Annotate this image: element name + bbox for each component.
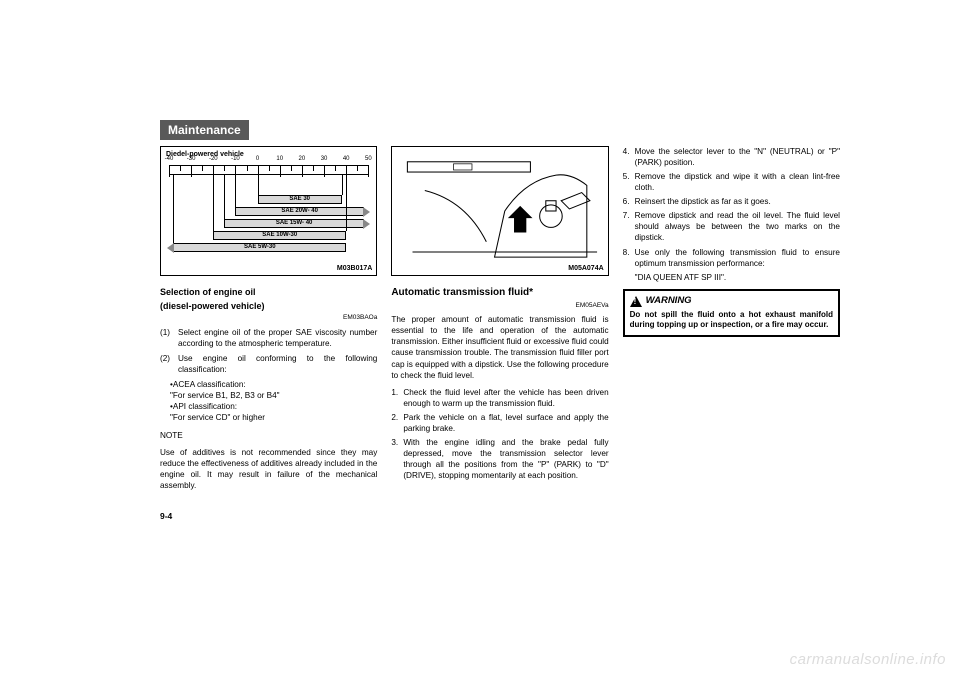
reference-code: EM03BAOa [160,314,377,323]
column-3: 4.Move the selector lever to the "N" (NE… [623,146,840,497]
figure-label: M03B017A [337,264,372,273]
note-heading: NOTE [160,430,377,441]
list-text: Use only the following transmission flui… [635,247,840,269]
section-subtitle: (diesel-powered vehicle) [160,300,377,312]
list-item: 8.Use only the following transmission fl… [623,247,840,269]
warning-header: WARNING [630,295,833,308]
column-2: M05A074A Automatic transmission fluid* E… [391,146,608,497]
paragraph: The proper amount of automatic transmiss… [391,314,608,380]
section-header: Maintenance [160,120,249,140]
page: Maintenance Diedel-powered vehicle -40-3… [0,0,960,678]
list-item: 7.Remove dipstick and read the oil level… [623,210,840,243]
list-text: Move the selector lever to the "N" (NEUT… [635,146,840,168]
list-item: 6.Reinsert the dipstick as far as it goe… [623,196,840,207]
list-text: Check the fluid level after the vehicle … [403,387,608,409]
numbered-list: (1) Select engine oil of the proper SAE … [160,327,377,375]
warning-icon [630,296,642,307]
dipstick-illustration [392,147,607,275]
list-item: 1.Check the fluid level after the vehicl… [391,387,608,409]
section-title: Selection of engine oil [160,286,377,298]
list-text: Use engine oil conforming to the followi… [178,353,377,375]
oil-viscosity-chart: -40-30-20-1001020304050°C SAE 30SAE 20W-… [169,165,368,175]
list-item: 2.Park the vehicle on a flat, level surf… [391,412,608,434]
bullet-sub: "For service B1, B2, B3 or B4" [170,390,377,401]
list-number: 8. [623,247,635,269]
list-text: Park the vehicle on a flat, level surfac… [403,412,608,434]
list-text: Remove the dipstick and wipe it with a c… [635,171,840,193]
list-number: 2. [391,412,403,434]
list-text: Reinsert the dipstick as far as it goes. [635,196,771,207]
figure-dipstick: M05A074A [391,146,608,276]
list-number: (2) [160,353,178,375]
list-item: 3.With the engine idling and the brake p… [391,437,608,481]
warning-box: WARNING Do not spill the fluid onto a ho… [623,289,840,337]
list-text: With the engine idling and the brake ped… [403,437,608,481]
list-number: (1) [160,327,178,349]
bullet-item: •ACEA classification: [170,379,377,390]
page-number: 9-4 [160,511,840,521]
section-title: Automatic transmission fluid* [391,286,608,300]
temperature-scale: -40-30-20-1001020304050°C [169,165,368,175]
list-text: Remove dipstick and read the oil level. … [635,210,840,243]
list-number: 5. [623,171,635,193]
ordered-list: 4.Move the selector lever to the "N" (NE… [623,146,840,269]
column-1: Diedel-powered vehicle -40-30-20-1001020… [160,146,377,497]
reference-code: EM05AEVa [391,302,608,311]
warning-title: WARNING [646,295,692,308]
list-text: Select engine oil of the proper SAE visc… [178,327,377,349]
list-item: (2) Use engine oil conforming to the fol… [160,353,377,375]
list-item: (1) Select engine oil of the proper SAE … [160,327,377,349]
list-item: 4.Move the selector lever to the "N" (NE… [623,146,840,168]
bullet-list: •ACEA classification: "For service B1, B… [160,379,377,423]
list-number: 6. [623,196,635,207]
list-number: 7. [623,210,635,243]
note-body: Use of additives is not recommended sinc… [160,447,377,491]
columns: Diedel-powered vehicle -40-30-20-1001020… [160,146,840,497]
watermark: carmanualsonline.info [790,651,946,668]
figure-oil-chart: Diedel-powered vehicle -40-30-20-1001020… [160,146,377,276]
warning-text: Do not spill the fluid onto a hot exhaus… [630,310,833,332]
list-number: 4. [623,146,635,168]
fluid-spec: "DIA QUEEN ATF SP III". [623,272,840,283]
bullet-sub: "For service CD" or higher [170,412,377,423]
list-number: 3. [391,437,403,481]
list-item: 5.Remove the dipstick and wipe it with a… [623,171,840,193]
list-number: 1. [391,387,403,409]
bullet-item: •API classification: [170,401,377,412]
ordered-list: 1.Check the fluid level after the vehicl… [391,387,608,482]
figure-label: M05A074A [568,264,603,273]
